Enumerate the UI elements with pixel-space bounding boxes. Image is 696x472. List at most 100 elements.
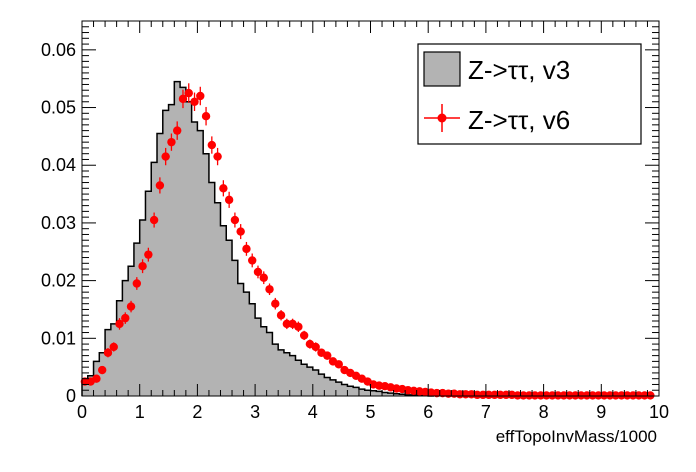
v6-data-point [144, 247, 153, 262]
v6-marker [478, 390, 488, 400]
v6-marker [132, 279, 142, 288]
legend-label-v3: Z->ττ, v3 [468, 55, 570, 85]
v6-marker [282, 319, 292, 329]
v6-marker [628, 391, 638, 400]
v6-data-point [230, 212, 240, 228]
v6-marker [519, 391, 528, 400]
v6-data-point [103, 348, 113, 358]
v6-marker [484, 390, 493, 400]
v6-data-point [259, 271, 268, 285]
v6-data-point [109, 342, 118, 352]
y-tick-label: 0.05 [41, 98, 76, 118]
v6-data-point [190, 92, 199, 111]
v6-marker [599, 391, 609, 400]
x-tick-label: 9 [596, 402, 606, 422]
y-tick-label: 0.02 [41, 271, 76, 291]
x-tick-label: 10 [649, 402, 669, 422]
x-tick-label: 4 [308, 402, 318, 422]
v6-data-point [219, 180, 228, 197]
v6-data-point [299, 330, 309, 341]
v6-marker [253, 267, 263, 277]
v6-marker [184, 88, 193, 98]
v6-data-point [121, 312, 130, 324]
v6-marker [623, 391, 632, 400]
v6-data-point [97, 365, 107, 375]
v6-marker [432, 388, 442, 398]
v6-data-point [334, 360, 343, 369]
v6-data-point [132, 277, 142, 290]
v6-marker [565, 391, 574, 400]
legend-label-v6: Z->ττ, v6 [468, 105, 570, 135]
v3-histogram-fill [82, 81, 434, 397]
v6-marker [271, 299, 280, 308]
v6-marker [259, 273, 268, 282]
v6-marker [144, 250, 153, 259]
v6-data-point [92, 374, 101, 383]
v6-marker [334, 360, 343, 369]
v6-marker [201, 111, 211, 121]
v6-data-point [236, 224, 245, 240]
v6-marker [248, 256, 257, 265]
v6-data-point [271, 297, 280, 310]
v6-marker [311, 342, 320, 352]
v6-marker [299, 331, 309, 340]
v6-marker [605, 391, 615, 400]
v6-marker [167, 137, 176, 147]
v6-data-point [167, 133, 176, 151]
legend: Z->ττ, v3 Z->ττ, v6 [417, 43, 642, 145]
legend-marker-v6 [437, 113, 447, 123]
v6-data-point [294, 321, 303, 332]
x-tick-label: 3 [250, 402, 260, 422]
v6-marker [473, 390, 482, 400]
v6-marker [265, 285, 274, 294]
v6-marker [640, 391, 649, 400]
v6-data-point [184, 83, 193, 103]
v6-data-point [149, 212, 159, 228]
v6-marker [92, 374, 101, 383]
v6-marker [178, 94, 188, 104]
y-tick-label: 0.01 [41, 328, 76, 348]
x-tick-label: 7 [481, 402, 491, 422]
v6-marker [173, 126, 182, 135]
v6-data-point [224, 191, 234, 208]
v6-marker [213, 152, 222, 161]
v6-marker [513, 391, 522, 400]
v6-data-point [248, 253, 257, 268]
v6-data-point [201, 106, 211, 126]
v6-marker [536, 391, 545, 400]
v6-data-point [161, 147, 170, 166]
v6-marker [196, 91, 205, 101]
v6-data-point [276, 310, 286, 321]
y-tick-label: 0.03 [41, 213, 76, 233]
y-axis: 0 0.01 0.02 0.03 0.04 0.05 0.06 [41, 20, 659, 406]
x-tick-label: 2 [192, 402, 202, 422]
v6-marker [276, 311, 286, 320]
x-tick-label: 8 [539, 402, 549, 422]
v6-marker [115, 319, 124, 329]
v6-marker [161, 152, 170, 161]
v6-marker [219, 184, 228, 193]
v6-marker [155, 181, 165, 190]
v6-marker [80, 377, 90, 386]
v6-marker [230, 215, 240, 225]
v6-data-point [282, 318, 292, 330]
v6-marker [588, 391, 597, 400]
x-tick-label: 0 [77, 402, 87, 422]
v6-data-point [265, 283, 274, 296]
v6-data-point [126, 300, 136, 313]
v6-marker [138, 261, 147, 271]
x-axis: 0 1 2 3 4 5 6 7 8 9 10 [77, 21, 669, 422]
v6-marker [553, 391, 563, 400]
x-tick-label: 6 [423, 402, 433, 422]
v6-data-point [115, 318, 124, 330]
v6-marker [530, 391, 540, 400]
v6-marker [190, 97, 199, 106]
v6-data-point [311, 342, 320, 352]
x-tick-label: 1 [135, 402, 145, 422]
v6-marker [634, 391, 644, 400]
v6-marker [207, 140, 217, 150]
v6-data-point [178, 89, 188, 109]
v6-data-point [213, 147, 222, 166]
v6-marker [542, 391, 551, 400]
